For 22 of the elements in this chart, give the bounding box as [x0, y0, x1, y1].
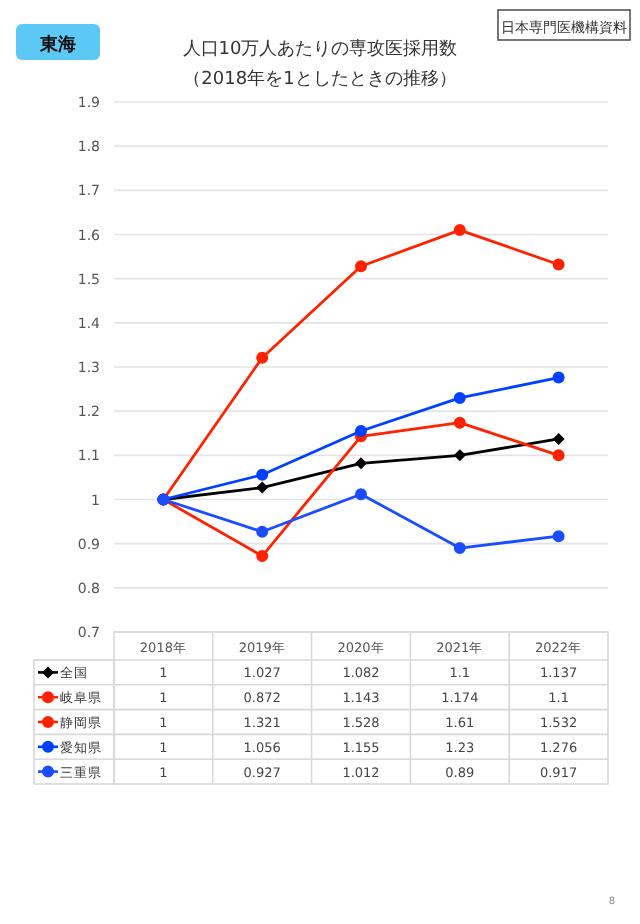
point [256, 468, 269, 481]
text: 東海 [38, 34, 76, 56]
point [256, 481, 269, 494]
point [355, 260, 367, 273]
point [355, 457, 367, 470]
point [355, 425, 367, 438]
point [256, 351, 269, 364]
chart-subtitle: （2018年を1としたときの推移） [183, 68, 457, 90]
point [256, 550, 269, 563]
point [453, 542, 466, 555]
point [453, 224, 466, 237]
point [355, 488, 367, 501]
point [552, 432, 565, 445]
point [552, 371, 565, 384]
point [453, 416, 466, 429]
point [552, 258, 565, 271]
point [256, 525, 269, 538]
point [552, 449, 565, 462]
point [453, 391, 466, 404]
chart-title: 人口10万人あたりの専攻医採用数 [182, 38, 458, 60]
point [453, 449, 466, 462]
point [552, 530, 565, 543]
